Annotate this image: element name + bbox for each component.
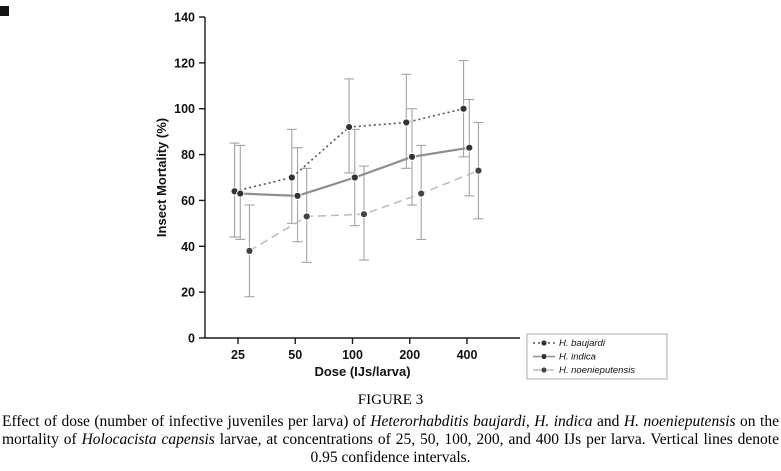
point-h-baujardi [402,118,411,127]
y-tick-label: 40 [181,240,195,254]
x-tick-label: 50 [288,348,302,362]
scan-artifact [0,6,9,16]
figure-label: FIGURE 3 [357,392,424,408]
legend-label-h-indica: H. indica [559,352,596,363]
point-h-noenieputensis [417,189,426,198]
y-tick-label: 60 [181,194,195,208]
legend-marker-h-indica [540,353,548,360]
point-h-noenieputensis [359,210,369,219]
error-bars-h-baujardi [229,60,469,238]
mortality-dose-chart: 0 20 40 60 80 100 120 140 25 50 100 200 400 Insect Mo… [154,11,668,380]
legend-marker-h-baujardi [540,339,548,347]
point-h-noenieputensis [474,166,483,175]
legend: H. baujardi H. indica H. noenieputensis [526,333,668,380]
x-tick-label: 100 [342,348,363,362]
y-tick-label: 20 [181,286,195,300]
legend-label-h-noenieputensis: H. noenieputensis [559,365,635,376]
point-h-noenieputensis [302,212,311,221]
point-h-indica [350,173,359,182]
figure-caption: FIGURE 3 Effect of dose (number of infec… [0,392,781,467]
figure-caption-text: Effect of dose (number of infective juve… [2,413,779,467]
point-h-indica [465,143,474,152]
legend-marker-h-noenieputensis [540,366,548,374]
x-tick-label: 200 [399,348,420,362]
x-tick-label: 25 [231,348,245,362]
y-tick-label: 80 [181,148,195,162]
x-axis-title: Dose (IJs/larva) [314,364,410,379]
x-tick-label: 400 [457,348,478,362]
point-h-indica [293,191,302,200]
legend-label-h-baujardi: H. baujardi [559,338,606,349]
y-tick-label: 140 [174,11,195,25]
point-h-noenieputensis [245,246,254,255]
point-h-baujardi [344,122,354,132]
error-bars-h-indica [235,98,475,243]
y-tick-label: 0 [188,332,195,346]
y-tick-label: 100 [174,102,195,116]
point-h-baujardi [459,104,468,113]
point-h-indica [407,152,417,161]
point-h-indica [236,189,245,198]
point-h-baujardi [287,173,296,182]
y-tick-label: 120 [174,56,195,70]
error-bars-h-noenieputensis [244,121,484,298]
y-axis-title: Insect Mortality (%) [154,118,169,237]
